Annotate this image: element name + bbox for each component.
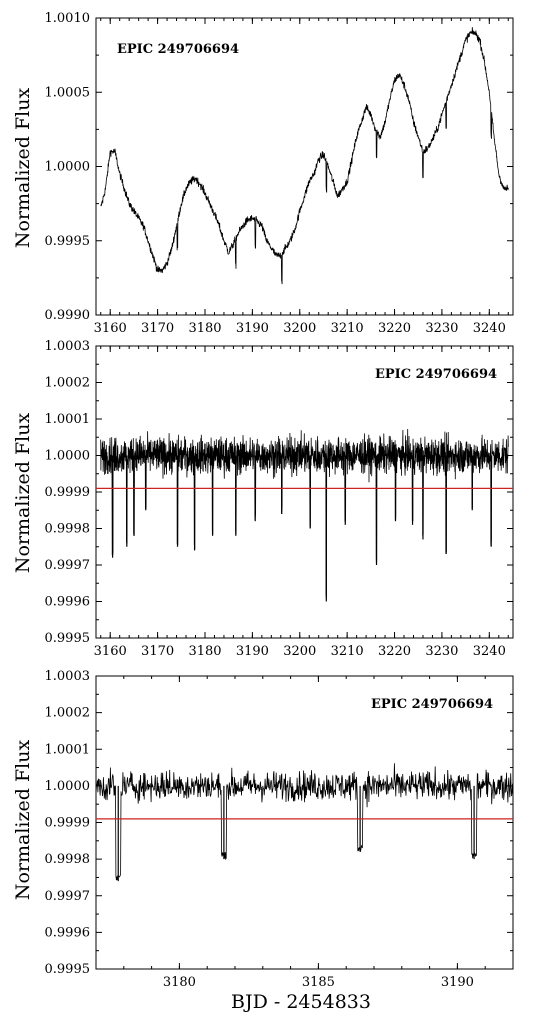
y-tick-label: 0.9999 (45, 816, 91, 831)
x-tick-label: 3185 (302, 975, 335, 990)
panel-top-title: EPIC 249706694 (117, 42, 239, 57)
x-tick-label: 3180 (163, 975, 196, 990)
y-tick-label: 0.9995 (45, 962, 91, 977)
x-tick-label: 3160 (94, 644, 127, 659)
panel-top: 0.9990 0.9995 1.0000 1.0005 1.0010 3160 3170 31… (12, 11, 514, 336)
x-tick-label: 3220 (378, 321, 411, 336)
y-tick-label: 1.0000 (45, 779, 91, 794)
y-tick-label: 0.9996 (45, 925, 91, 940)
y-tick-label: 1.0010 (45, 11, 91, 26)
x-tick-label: 3240 (473, 644, 506, 659)
x-tick-label: 3190 (236, 644, 269, 659)
y-tick-label: 0.9997 (45, 889, 91, 904)
y-tick-label: 1.0002 (45, 376, 91, 391)
x-tick-label: 3230 (425, 644, 458, 659)
x-tick-label: 3240 (473, 321, 506, 336)
x-tick-label: 3200 (283, 644, 316, 659)
panel-bottom: 0.9995 0.9996 0.9997 0.9998 0.9999 1.0000 1.00… (12, 669, 514, 1013)
y-tick-label: 0.9995 (45, 631, 91, 646)
series-line (100, 27, 509, 285)
panel-middle-ylabel: Normalized Flux (12, 413, 34, 574)
panel-top-ylabel: Normalized Flux (12, 88, 34, 249)
y-tick-label: 1.0000 (45, 449, 91, 464)
panel-middle: 0.9995 0.9996 0.9997 0.9998 0.9999 1.0000 1.00… (12, 339, 514, 659)
x-tick-label: 3170 (141, 644, 174, 659)
y-tick-label: 1.0003 (45, 339, 91, 354)
x-tick-label: 3190 (236, 321, 269, 336)
y-tick-label: 1.0003 (45, 669, 91, 684)
panel-bottom-xlabel: BJD - 2454833 (231, 991, 371, 1013)
y-tick-label: 0.9999 (45, 485, 91, 500)
y-tick-label: 0.9995 (45, 234, 91, 249)
y-tick-label: 1.0001 (45, 742, 91, 757)
y-tick-label: 0.9998 (45, 852, 91, 867)
y-tick-label: 0.9997 (45, 558, 91, 573)
series-line (96, 763, 513, 881)
x-tick-label: 3160 (94, 321, 127, 336)
y-tick-label: 1.0005 (45, 85, 91, 100)
panel-bottom-title: EPIC 249706694 (371, 697, 493, 712)
x-tick-label: 3210 (331, 321, 364, 336)
y-tick-label: 0.9996 (45, 595, 91, 610)
y-tick-label: 0.9998 (45, 522, 91, 537)
x-tick-label: 3220 (378, 644, 411, 659)
y-tick-label: 1.0001 (45, 412, 91, 427)
x-tick-label: 3180 (188, 321, 221, 336)
y-tick-label: 1.0002 (45, 706, 91, 721)
panel-bottom-ylabel: Normalized Flux (12, 740, 34, 901)
x-tick-label: 3230 (425, 321, 458, 336)
y-tick-label: 0.9990 (45, 308, 91, 323)
x-tick-label: 3200 (283, 321, 316, 336)
plot-frame (95, 345, 514, 639)
panel-middle-title: EPIC 249706694 (375, 367, 497, 382)
plot-frame (95, 675, 514, 970)
y-tick-label: 1.0000 (45, 160, 91, 175)
x-tick-label: 3180 (188, 644, 221, 659)
x-tick-label: 3170 (141, 321, 174, 336)
series-line (100, 428, 509, 599)
x-tick-label: 3210 (331, 644, 364, 659)
x-tick-label: 3190 (441, 975, 474, 990)
